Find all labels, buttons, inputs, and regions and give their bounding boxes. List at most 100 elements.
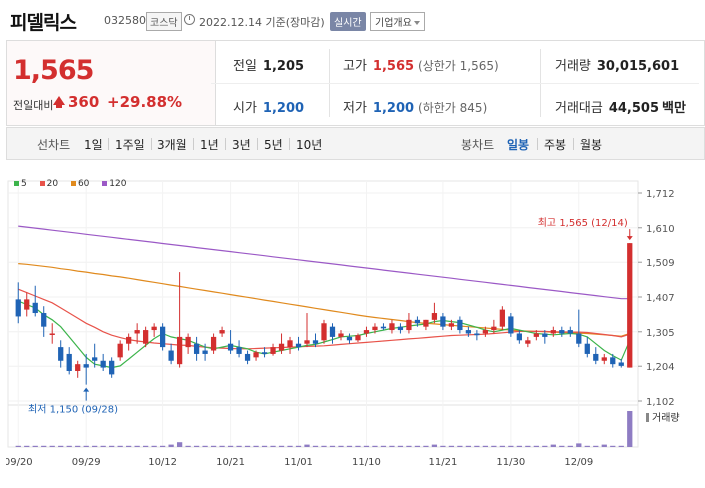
tab-3y[interactable]: 3년 — [232, 138, 251, 152]
tab-5y[interactable]: 5년 — [264, 138, 283, 152]
x-tick-label: 12/09 — [564, 457, 593, 468]
candle-body — [576, 333, 582, 344]
candle-body — [244, 353, 251, 361]
tab-weekly[interactable]: 주봉 — [544, 138, 567, 152]
candle-body — [372, 326, 378, 331]
volume-bar — [533, 445, 539, 447]
candle-body — [83, 364, 89, 368]
volume-bar — [618, 445, 624, 447]
volume-bar — [363, 445, 370, 447]
high-arrow-head — [626, 236, 633, 241]
tab-1y[interactable]: 1년 — [200, 138, 219, 152]
high-label: 고가 — [343, 59, 367, 74]
tab-monthly[interactable]: 월봉 — [580, 138, 603, 152]
volume-bar — [584, 445, 590, 447]
candle-body — [338, 333, 344, 337]
candle-body — [32, 302, 38, 314]
volume-bar — [448, 445, 455, 447]
lower-limit: (하한가 845) — [418, 101, 488, 115]
candle-body — [58, 347, 64, 361]
candle-body — [380, 326, 387, 329]
volume-bar — [499, 445, 505, 447]
candle-body — [525, 340, 531, 344]
row-divider — [211, 83, 699, 84]
y-tick-label: 1,102 — [646, 397, 675, 408]
up-arrow-icon — [53, 96, 65, 108]
candle-body — [474, 333, 480, 336]
volume-bar — [219, 445, 225, 447]
volume-bar — [508, 445, 514, 447]
tab-divider — [537, 138, 538, 150]
candle-body — [516, 333, 522, 341]
y-tick-label: 1,305 — [646, 328, 675, 339]
candle-body — [584, 343, 590, 354]
x-tick-label: 10/21 — [216, 457, 245, 468]
legend-swatch — [14, 181, 19, 186]
legend-swatch — [70, 181, 76, 186]
y-tick-label: 1,610 — [646, 224, 675, 235]
tab-1d[interactable]: 1일 — [84, 138, 103, 152]
company-info-label: 기업개요 — [375, 18, 412, 29]
legend-ma120: 120 — [102, 179, 126, 189]
x-tick-label: 09/20 — [6, 457, 33, 468]
candle-body — [100, 360, 106, 368]
candle-body — [491, 326, 497, 331]
current-price-box: 1,565 전일대비 360 +29.88% — [7, 41, 216, 125]
current-price: 1,565 — [13, 55, 94, 86]
candle-body — [278, 343, 285, 351]
candle-body — [75, 364, 81, 371]
tab-10y[interactable]: 10년 — [296, 138, 323, 152]
legend-ma60: 60 — [70, 179, 90, 189]
chart-tabs: 선차트 1일 1주일 3개월 1년 3년 5년 10년 봉차트 일봉 주봉 월봉 — [6, 127, 705, 160]
volume-bar — [431, 444, 438, 447]
tab-divider — [225, 138, 226, 150]
candle-body — [431, 313, 438, 320]
legend-label: 60 — [77, 179, 90, 189]
volume-label: 거래량 — [652, 412, 680, 424]
volume-bar — [380, 445, 387, 447]
tab-1w[interactable]: 1주일 — [115, 138, 145, 152]
tab-daily[interactable]: 일봉 — [507, 138, 530, 152]
candle-body — [329, 326, 336, 337]
realtime-button[interactable]: 실시간 — [330, 12, 366, 31]
candle-body — [261, 352, 268, 354]
stock-chart[interactable]: 5 20 60 120 1,712 1,610 1,509 1,407 1,305 1,2… — [4, 161, 705, 488]
candle-body — [253, 352, 259, 358]
company-info-button[interactable]: 기업개요 — [370, 12, 425, 31]
tab-divider — [108, 138, 109, 150]
candle-body — [423, 319, 429, 327]
candle-body — [41, 313, 47, 327]
volume-bar — [627, 411, 633, 447]
candle-body — [414, 319, 421, 324]
candle-body — [126, 336, 132, 344]
legend-label: 120 — [109, 179, 127, 189]
volume-bar — [66, 445, 72, 447]
volume-bar — [397, 445, 404, 447]
prev-close: 전일 1,205 — [233, 55, 304, 74]
open-label: 시가 — [233, 101, 257, 116]
volume-bar — [287, 445, 293, 447]
candle-body — [355, 335, 361, 341]
line-chart-label: 선차트 — [37, 138, 71, 152]
volume-bar — [482, 445, 489, 447]
volume-bar — [126, 445, 132, 447]
volume-bar — [236, 445, 242, 447]
chevron-down-icon — [413, 21, 420, 25]
x-tick-label: 11/01 — [284, 457, 313, 468]
candle-body — [109, 360, 115, 375]
volume-bar — [465, 445, 472, 447]
x-tick-label: 11/10 — [352, 457, 381, 468]
volume-bar — [100, 445, 106, 447]
volume-bar — [185, 445, 191, 447]
candle-body — [295, 343, 302, 348]
candle-body — [117, 343, 123, 358]
volume-bar — [244, 445, 251, 447]
volume: 거래량 30,015,601 — [555, 55, 679, 74]
volume-bar — [261, 445, 268, 447]
change-percent: +29.88% — [107, 93, 183, 111]
candlestick-chart[interactable]: 1,712 1,610 1,509 1,407 1,305 1,204 1,102 09/20… — [4, 161, 705, 488]
tab-3m[interactable]: 3개월 — [157, 138, 187, 152]
volume-bar — [457, 445, 463, 447]
volume-bar — [474, 445, 480, 447]
volume-bar — [168, 444, 174, 447]
